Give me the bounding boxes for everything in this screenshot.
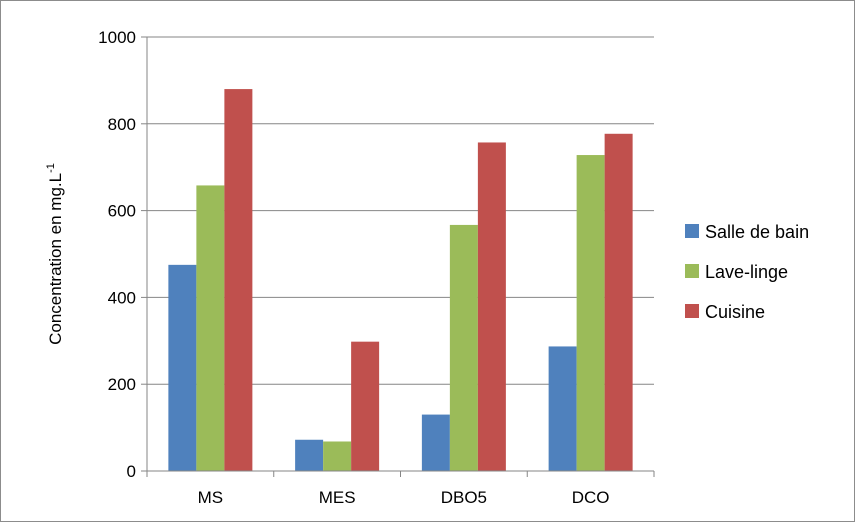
bar-dco-series-3 xyxy=(604,133,633,472)
bar-dco-series-2 xyxy=(576,155,605,471)
bar-ms-series-1 xyxy=(168,264,197,471)
legend-swatch xyxy=(685,224,699,238)
x-category-label: DBO5 xyxy=(441,488,487,507)
bar-dbo5-series-1 xyxy=(421,414,450,471)
legend-swatch xyxy=(685,264,699,278)
legend-label: Salle de bain xyxy=(705,222,809,242)
bar-dbo5-series-3 xyxy=(477,142,506,471)
y-tick-label: 400 xyxy=(108,288,136,307)
y-tick-label: 0 xyxy=(127,462,136,481)
bar-mes-series-1 xyxy=(295,439,324,471)
y-axis-title-superscript: -1 xyxy=(45,163,57,173)
y-tick-label: 1000 xyxy=(98,28,136,47)
x-category-labels: MS MES DBO5 DCO xyxy=(198,488,610,507)
legend: Salle de bain Lave-linge Cuisine xyxy=(685,222,809,322)
bar-ms-series-3 xyxy=(224,89,253,471)
axes xyxy=(146,37,654,472)
bar-dco-series-1 xyxy=(548,346,577,471)
legend-label: Cuisine xyxy=(705,302,765,322)
y-tick-labels: 0 200 400 600 800 1000 xyxy=(98,28,136,481)
x-category-label: MES xyxy=(319,488,356,507)
y-tick-label: 800 xyxy=(108,115,136,134)
y-tick-label: 200 xyxy=(108,375,136,394)
bar-mes-series-2 xyxy=(323,441,352,471)
bar-ms-series-2 xyxy=(196,185,225,472)
bars xyxy=(168,89,633,472)
legend-swatch xyxy=(685,304,699,318)
y-axis-title-main: Concentration en mg.L xyxy=(46,173,65,345)
y-axis-title: Concentration en mg.L-1 xyxy=(45,163,65,345)
x-category-label: DCO xyxy=(572,488,610,507)
bar-dbo5-series-2 xyxy=(449,224,478,471)
x-category-label: MS xyxy=(198,488,224,507)
legend-label: Lave-linge xyxy=(705,262,788,282)
y-tick-label: 600 xyxy=(108,202,136,221)
bar-mes-series-3 xyxy=(351,341,380,471)
